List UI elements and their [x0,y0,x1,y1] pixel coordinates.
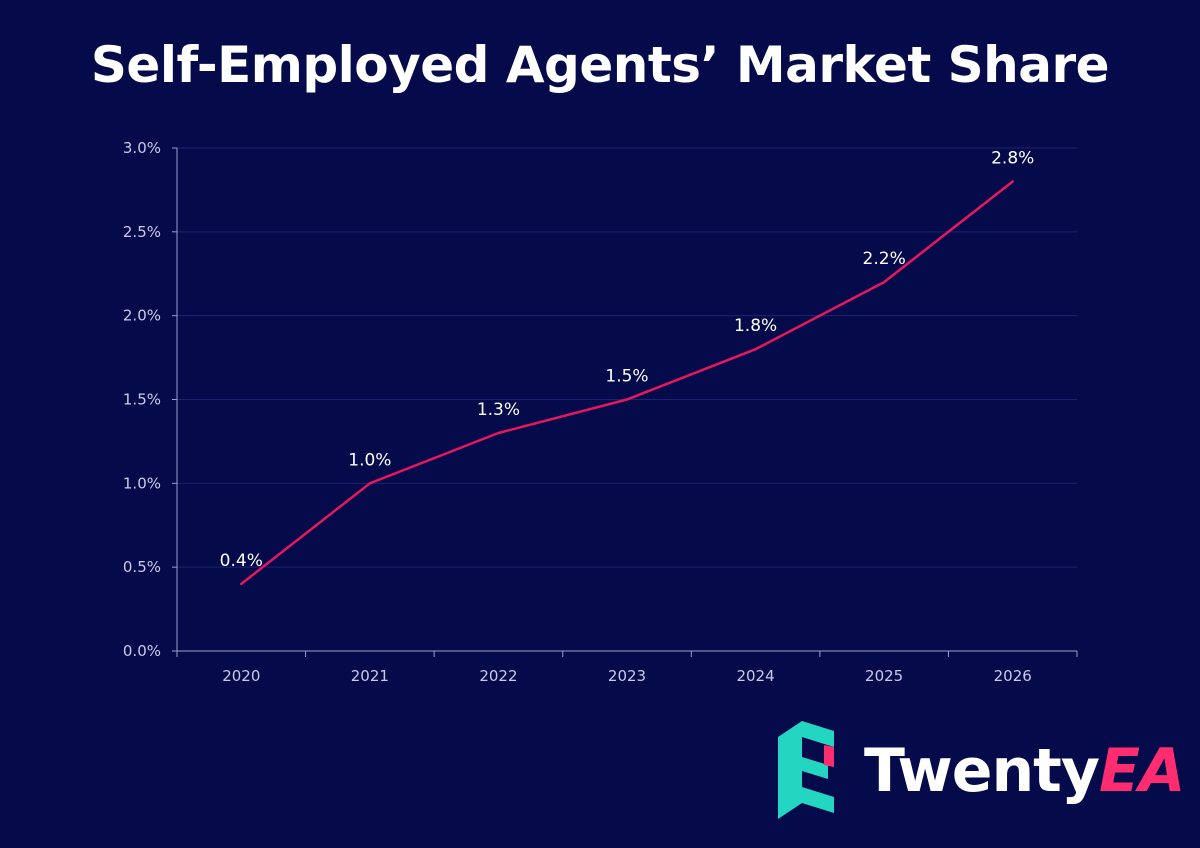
x-tick-label: 2025 [865,667,903,685]
data-label: 1.3% [477,400,520,420]
x-tick-label: 2023 [608,667,646,685]
x-tick-label: 2020 [222,667,260,685]
y-tick-label: 2.5% [123,223,161,241]
x-tick-label: 2022 [479,667,517,685]
data-label: 2.2% [863,249,906,269]
y-tick-label: 0.5% [123,558,161,576]
x-tick-label: 2024 [736,667,774,685]
x-tick-label: 2026 [994,667,1032,685]
y-tick-label: 2.0% [123,307,161,325]
brand-name-ea: EA [1098,736,1185,806]
y-tick-label: 1.5% [123,391,161,409]
chart-title: Self-Employed Agents’ Market Share [90,36,1110,94]
data-label: 1.0% [348,450,391,470]
x-tick-label: 2021 [351,667,389,685]
y-tick-label: 0.0% [123,642,161,660]
y-tick-label: 3.0% [123,139,161,157]
y-tick-label: 1.0% [123,474,161,492]
data-label: 1.8% [734,316,777,336]
brand-logo: TwentyEA [772,716,1185,826]
data-label: 1.5% [605,367,648,387]
brand-wordmark: TwentyEA [864,741,1185,801]
data-label: 0.4% [220,551,263,571]
twentyea-e-logo-icon [778,721,834,819]
brand-name-twenty: Twenty [864,736,1100,806]
data-label: 2.8% [991,149,1034,169]
